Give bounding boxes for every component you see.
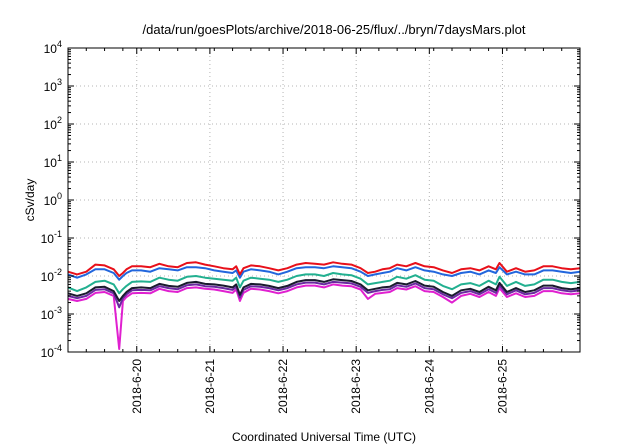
y-tick-exponent: 2: [57, 115, 62, 125]
x-tick-label: 2018-6-22: [276, 359, 290, 414]
y-tick-base: 10: [44, 118, 58, 132]
y-tick-base: 10: [44, 156, 58, 170]
y-tick-exponent: 0: [57, 191, 62, 201]
y-tick-exponent: -1: [54, 229, 62, 239]
y-tick-base: 10: [44, 194, 58, 208]
y-tick-base: 10: [41, 232, 55, 246]
series-line: [67, 278, 581, 302]
x-axis-label: Coordinated Universal Time (UTC): [232, 430, 416, 444]
y-tick-exponent: -2: [54, 267, 62, 277]
y-tick-exponent: 3: [57, 77, 62, 87]
chart-title: /data/run/goesPlots/archive/2018-06-25/f…: [143, 22, 526, 37]
y-tick-label: 102: [44, 115, 62, 132]
y-tick-exponent: -3: [54, 305, 62, 315]
y-tick-label: 10-1: [41, 229, 62, 246]
x-tick-labels: 2018-6-20 2018-6-21 2018-6-22 2018-6-23 2018…: [130, 359, 510, 414]
series-line: [67, 280, 581, 309]
axis-ticks: [68, 47, 580, 353]
y-axis-label: cSv/day: [23, 179, 37, 222]
y-tick-base: 10: [41, 270, 55, 284]
y-tick-label: 100: [44, 191, 62, 208]
x-tick-label: 2018-6-20: [130, 359, 144, 414]
y-tick-base: 10: [44, 42, 58, 56]
y-tick-label: 10-4: [41, 343, 62, 360]
x-tick-label: 2018-6-25: [495, 359, 509, 414]
y-tick-base: 10: [41, 346, 55, 360]
y-tick-exponent: 1: [57, 153, 62, 163]
y-tick-label: 101: [44, 153, 62, 170]
y-tick-exponent: -4: [54, 343, 62, 353]
series-line: [67, 261, 581, 277]
y-tick-exponent: 4: [57, 39, 62, 49]
y-tick-label: 103: [44, 77, 62, 94]
data-series: [67, 261, 581, 350]
series-line: [67, 272, 581, 295]
y-tick-base: 10: [41, 308, 55, 322]
y-tick-base: 10: [44, 80, 58, 94]
x-tick-label: 2018-6-24: [422, 359, 436, 414]
series-line: [67, 283, 581, 350]
x-tick-label: 2018-6-23: [349, 359, 363, 414]
y-tick-label: 10-2: [41, 267, 62, 284]
series-line: [67, 265, 581, 281]
y-tick-label: 104: [44, 39, 62, 56]
y-tick-label: 10-3: [41, 305, 62, 322]
x-tick-label: 2018-6-21: [203, 359, 217, 414]
grid-lines: [68, 48, 580, 352]
